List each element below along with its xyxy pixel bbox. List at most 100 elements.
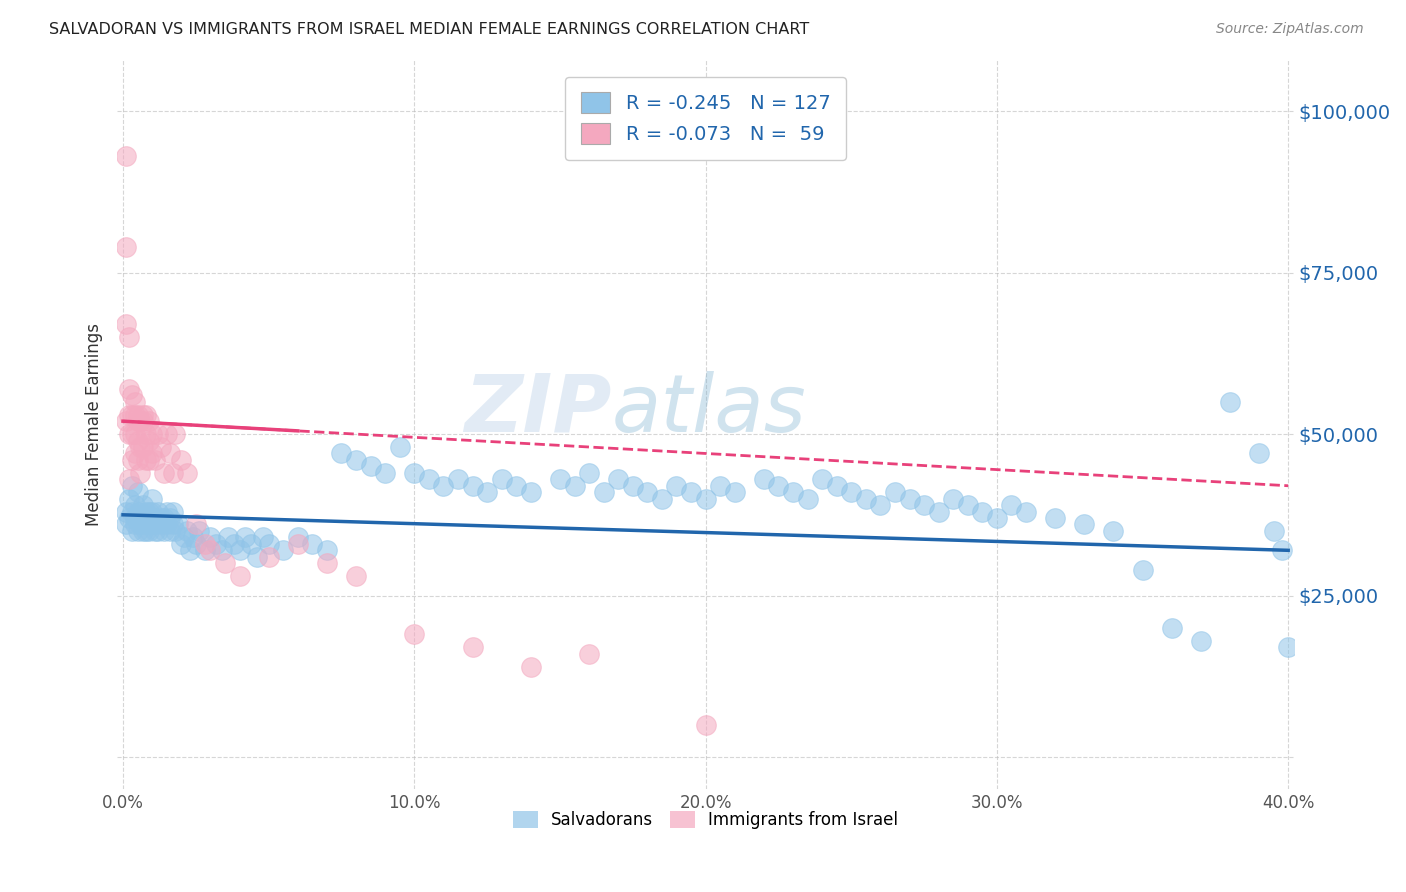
Point	[124, 517, 146, 532]
Point	[152, 466, 174, 480]
Point	[796, 491, 818, 506]
Point	[135, 524, 157, 538]
Point	[129, 414, 152, 428]
Point	[301, 537, 323, 551]
Point	[194, 543, 217, 558]
Point	[127, 524, 149, 538]
Point	[135, 505, 157, 519]
Y-axis label: Median Female Earnings: Median Female Earnings	[86, 323, 103, 526]
Point	[129, 511, 152, 525]
Legend: Salvadorans, Immigrants from Israel: Salvadorans, Immigrants from Israel	[506, 804, 905, 836]
Point	[621, 479, 644, 493]
Point	[156, 517, 179, 532]
Point	[127, 505, 149, 519]
Point	[222, 537, 245, 551]
Point	[432, 479, 454, 493]
Point	[520, 659, 543, 673]
Point	[118, 472, 141, 486]
Text: ZIP: ZIP	[464, 371, 612, 449]
Point	[162, 517, 184, 532]
Point	[257, 549, 280, 564]
Point	[129, 466, 152, 480]
Point	[344, 569, 367, 583]
Point	[578, 466, 600, 480]
Point	[165, 524, 187, 538]
Point	[156, 505, 179, 519]
Point	[374, 466, 396, 480]
Point	[782, 485, 804, 500]
Point	[752, 472, 775, 486]
Point	[129, 517, 152, 532]
Point	[447, 472, 470, 486]
Point	[121, 505, 143, 519]
Point	[115, 517, 138, 532]
Point	[520, 485, 543, 500]
Point	[972, 505, 994, 519]
Point	[1219, 394, 1241, 409]
Point	[330, 446, 353, 460]
Point	[129, 505, 152, 519]
Point	[149, 517, 172, 532]
Point	[986, 511, 1008, 525]
Text: atlas: atlas	[612, 371, 806, 449]
Point	[1160, 621, 1182, 635]
Point	[217, 530, 239, 544]
Point	[884, 485, 907, 500]
Point	[1277, 640, 1299, 655]
Point	[869, 498, 891, 512]
Point	[146, 524, 169, 538]
Point	[127, 414, 149, 428]
Point	[176, 466, 198, 480]
Point	[724, 485, 747, 500]
Point	[121, 453, 143, 467]
Point	[146, 427, 169, 442]
Point	[129, 440, 152, 454]
Point	[132, 414, 155, 428]
Point	[1102, 524, 1125, 538]
Point	[257, 537, 280, 551]
Point	[156, 427, 179, 442]
Point	[141, 427, 163, 442]
Point	[121, 524, 143, 538]
Point	[181, 530, 204, 544]
Point	[143, 511, 166, 525]
Point	[138, 517, 160, 532]
Point	[127, 453, 149, 467]
Point	[132, 440, 155, 454]
Point	[132, 524, 155, 538]
Point	[124, 427, 146, 442]
Point	[344, 453, 367, 467]
Point	[124, 446, 146, 460]
Point	[141, 446, 163, 460]
Point	[695, 491, 717, 506]
Point	[388, 440, 411, 454]
Point	[287, 537, 309, 551]
Point	[115, 240, 138, 254]
Point	[287, 530, 309, 544]
Point	[187, 524, 209, 538]
Point	[141, 511, 163, 525]
Point	[162, 505, 184, 519]
Point	[709, 479, 731, 493]
Point	[1000, 498, 1022, 512]
Point	[592, 485, 614, 500]
Point	[228, 569, 250, 583]
Point	[211, 543, 233, 558]
Point	[165, 427, 187, 442]
Point	[1189, 633, 1212, 648]
Point	[141, 491, 163, 506]
Point	[115, 505, 138, 519]
Point	[124, 498, 146, 512]
Point	[127, 485, 149, 500]
Point	[146, 505, 169, 519]
Point	[176, 524, 198, 538]
Point	[184, 537, 207, 551]
Point	[118, 330, 141, 344]
Point	[811, 472, 834, 486]
Point	[679, 485, 702, 500]
Point	[1015, 505, 1038, 519]
Point	[118, 511, 141, 525]
Point	[132, 498, 155, 512]
Point	[200, 543, 222, 558]
Point	[1271, 543, 1294, 558]
